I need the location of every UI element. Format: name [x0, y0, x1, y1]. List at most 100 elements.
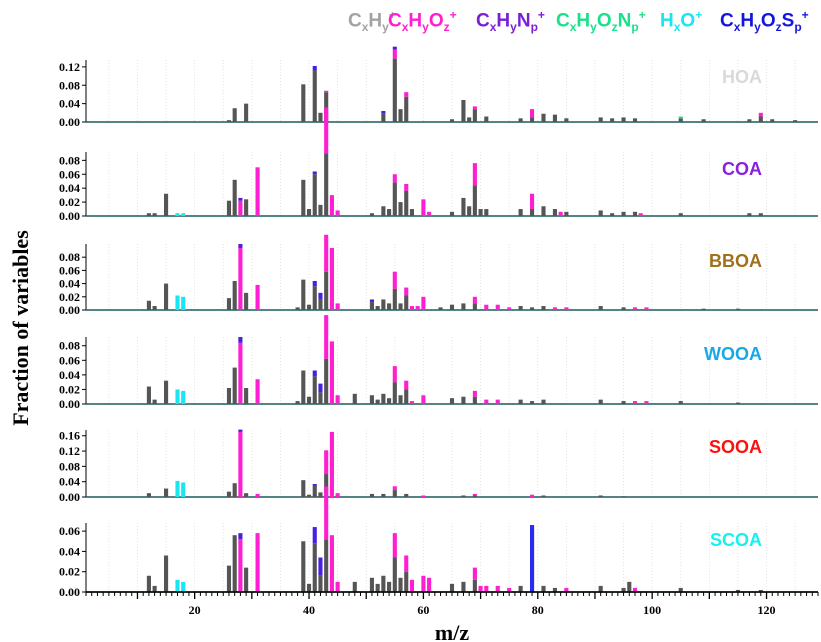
bar-cxhy-mz97: [632, 211, 638, 216]
bar-cxhynp-mz55: [392, 46, 397, 50]
bar-cxhy-mz53: [381, 299, 386, 310]
bar-cxhyoz-mz55: [392, 486, 397, 491]
bar-hxo-mz17: [175, 213, 180, 216]
bar-cxhy-mz57: [404, 295, 409, 310]
bar-cxhyoz-mz57: [404, 287, 409, 296]
bar-cxhyoz-mz79: [530, 494, 535, 497]
bar-cxhyoz-mz60: [421, 199, 426, 216]
bar-cxhy-mz81: [541, 306, 546, 310]
bar-cxhyoz-mz83: [552, 307, 557, 310]
bar-cxhy-mz85: [564, 118, 569, 122]
bar-cxhy-mz95: [621, 496, 626, 498]
y-tick-label: 0.06: [59, 263, 80, 277]
bar-cxhy-mz56: [398, 303, 403, 310]
bar-cxhy-mz53: [381, 206, 386, 216]
bar-cxhyoz-mz97: [632, 307, 638, 310]
x-tick-label: 20: [189, 603, 201, 617]
bar-cxhy-mz115: [735, 402, 740, 404]
y-tick-label: 0.02: [59, 195, 80, 209]
bar-cxhy-mz81: [541, 206, 546, 216]
bar-cxhyoz-mz79: [530, 109, 535, 118]
bar-cxhy-mz26: [226, 491, 232, 497]
bar-cxhy-mz53: [381, 575, 386, 592]
panel-wooa: 0.000.020.040.060.08 WOOA: [59, 315, 818, 411]
bar-cxhyoz-mz43: [324, 315, 329, 359]
bar-cxhy-mz39: [301, 279, 306, 310]
y-tick-label: 0.08: [59, 339, 80, 353]
bar-cxhynp-mz28: [238, 429, 243, 432]
bar-cxhy-mz12: [146, 386, 151, 404]
bar-cxhyoz-mz43: [324, 486, 329, 540]
bar-cxhy-mz42: [318, 112, 323, 122]
bar-cxhy-mz54: [387, 398, 392, 404]
bar-cxhy-mz117: [747, 119, 752, 122]
legend: CxHy+ CxHyOz+ CxHyNp+ CxHyOzNp+ HxO+ CxHyOzSp…: [348, 0, 818, 52]
bar-cxhyoz-mz57: [404, 380, 409, 390]
bar-cxhyoz-mz60: [421, 575, 426, 592]
bar-cxhy-mz55: [392, 182, 397, 216]
bar-cxhy-mz27: [232, 179, 237, 216]
bar-cxhy-mz69: [472, 579, 477, 592]
bar-cxhyoz-mz73: [495, 304, 500, 310]
bar-cxhy-mz79: [530, 307, 535, 310]
bar-cxhy-mz40: [306, 304, 312, 310]
bar-cxhynp-mz41: [312, 370, 317, 377]
bar-cxhy-mz105: [678, 401, 683, 404]
bar-cxhy-mz56: [398, 577, 403, 592]
bar-cxhy-mz29: [244, 292, 249, 310]
bar-cxhyoz-mz85: [564, 587, 569, 592]
bar-cxhy-mz39: [301, 84, 306, 122]
bar-cxhyoz-mz31: [255, 284, 260, 310]
y-tick-label: 0.00: [59, 585, 80, 599]
bar-cxhynp-mz41: [312, 527, 317, 544]
bar-cxhy-mz27: [232, 483, 237, 497]
bar-cxhyoz-mz69: [472, 106, 477, 110]
bar-cxhy-mz67: [461, 396, 466, 404]
bar-cxhyoz-mz55: [392, 271, 397, 289]
bar-cxhy-mz26: [226, 387, 232, 404]
bar-cxhyoz-mz73: [495, 585, 500, 592]
y-tick-label: 0.08: [59, 153, 80, 167]
bar-cxhyoz-mz44: [329, 341, 334, 404]
bar-cxhynp-mz28: [238, 244, 243, 248]
bar-cxhy-mz51: [369, 302, 374, 310]
bar-cxhy-mz81: [541, 113, 546, 122]
panel-sooa: 0.000.04 0.080.120.16 SOOA: [59, 429, 818, 504]
bar-cxhy-mz109: [701, 308, 706, 310]
bar-cxhy-mz41: [312, 286, 317, 310]
bar-cxhy-mz65: [449, 211, 455, 216]
bar-cxhyozsp-mz79: [530, 525, 535, 592]
bar-cxhy-mz26: [226, 298, 232, 310]
bar-cxhy-mz15: [164, 283, 169, 310]
bar-cxhy-mz71: [484, 116, 489, 122]
bar-cxhynp-mz28: [238, 533, 243, 540]
bar-cxhyoz-mz55: [392, 533, 397, 558]
bar-cxhy-mz48: [352, 581, 357, 592]
bar-cxhy-mz39: [301, 179, 306, 216]
y-tick-label: 0.16: [59, 429, 80, 443]
bar-cxhy-mz95: [621, 401, 626, 404]
y-tick-label: 0.00: [59, 490, 80, 504]
panel-label-hoa: HOA: [722, 67, 762, 87]
bar-cxhyoz-mz60: [421, 296, 426, 310]
bar-cxhy-mz93: [610, 118, 615, 122]
bar-cxhy-mz43: [324, 358, 329, 404]
y-tick-label: 0.00: [59, 397, 80, 411]
y-tick-label: 0.04: [59, 544, 80, 558]
bar-cxhy-mz105: [678, 118, 683, 122]
legend-item-cxhyozsp: CxHyOzSp+: [720, 8, 809, 35]
y-tick-label: 0.04: [59, 97, 80, 111]
bar-cxhy-mz77: [518, 585, 523, 592]
bar-cxhy-mz42: [318, 392, 323, 404]
bar-cxhy-mz41: [312, 485, 317, 497]
bar-cxhy-mz95: [621, 587, 626, 592]
bar-cxhyoz-mz44: [329, 195, 334, 216]
bar-cxhy-mz121: [770, 119, 775, 122]
y-tick-label: 0.06: [59, 353, 80, 367]
y-tick-label: 0.08: [59, 78, 80, 92]
y-tick-label: 0.04: [59, 277, 80, 291]
y-tick-label: 0.08: [59, 250, 80, 264]
bar-cxhy-mz29: [244, 493, 249, 497]
bar-cxhynp-mz41: [312, 171, 317, 175]
bar-cxhy-mz48: [352, 393, 357, 404]
